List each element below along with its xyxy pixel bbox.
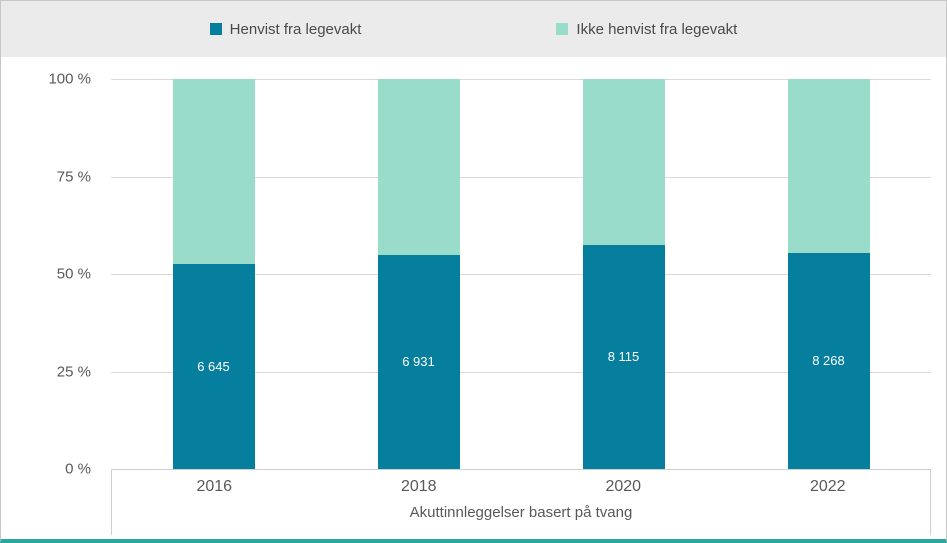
legend-label-henvist: Henvist fra legevakt xyxy=(229,20,362,38)
bar-column-2016: 6 645 xyxy=(111,79,316,469)
gridline xyxy=(111,79,931,80)
x-axis-box: 2016 2018 2020 2022 Akuttinnleggelser baser… xyxy=(111,469,931,535)
stacked-bar-2016: 6 645 xyxy=(172,79,255,469)
x-axis-categories: 2016 2018 2020 2022 xyxy=(112,478,930,496)
legend-swatch-light xyxy=(556,23,569,35)
bar-column-2020: 8 115 xyxy=(521,79,726,469)
stacked-bar-2020: 8 115 xyxy=(582,79,665,469)
segment-ikke-henvist xyxy=(377,79,460,255)
stacked-bar-2022: 8 268 xyxy=(787,79,870,469)
y-tick-label: 75 % xyxy=(56,168,91,185)
segment-ikke-henvist xyxy=(787,79,870,253)
gridline xyxy=(111,176,931,178)
y-axis-labels: 100 % 75 % 50 % 25 % 0 % xyxy=(1,71,101,478)
plot-area: 6 645 6 931 8 115 8 268 xyxy=(111,79,931,470)
data-label: 8 115 xyxy=(607,349,640,365)
legend-item-ikke-henvist: Ikke henvist fra legevakt xyxy=(556,21,737,38)
segment-henvist: 6 931 xyxy=(377,254,460,469)
legend-swatch-dark xyxy=(209,23,222,35)
y-tick-label: 0 % xyxy=(65,460,91,478)
x-tick-label: 2018 xyxy=(400,478,437,495)
bar-column-2022: 8 268 xyxy=(726,79,931,469)
data-label: 8 268 xyxy=(812,353,845,369)
data-label: 6 931 xyxy=(402,354,435,370)
segment-ikke-henvist xyxy=(172,79,255,265)
segment-henvist: 6 645 xyxy=(172,264,255,469)
data-label: 6 645 xyxy=(197,359,230,375)
segment-henvist: 8 268 xyxy=(787,252,870,469)
x-tick-label: 2016 xyxy=(196,478,233,495)
gridline xyxy=(111,371,931,373)
y-tick-label: 100 % xyxy=(48,70,91,88)
x-tick-label: 2020 xyxy=(605,478,642,495)
segment-henvist: 8 115 xyxy=(582,244,665,469)
gridline xyxy=(111,274,931,275)
y-tick-label: 25 % xyxy=(56,363,91,380)
legend: Henvist fra legevakt Ikke henvist fra le… xyxy=(1,1,946,57)
segment-ikke-henvist xyxy=(582,79,665,245)
stacked-bar-2018: 6 931 xyxy=(377,79,460,469)
x-tick-label: 2022 xyxy=(809,478,846,495)
legend-label-ikke-henvist: Ikke henvist fra legevakt xyxy=(576,20,738,38)
legend-item-henvist: Henvist fra legevakt xyxy=(209,20,362,38)
y-tick-label: 50 % xyxy=(56,265,91,283)
bar-column-2018: 6 931 xyxy=(316,79,521,469)
x-axis-title: Akuttinnleggelser basert på tvang xyxy=(409,504,633,521)
